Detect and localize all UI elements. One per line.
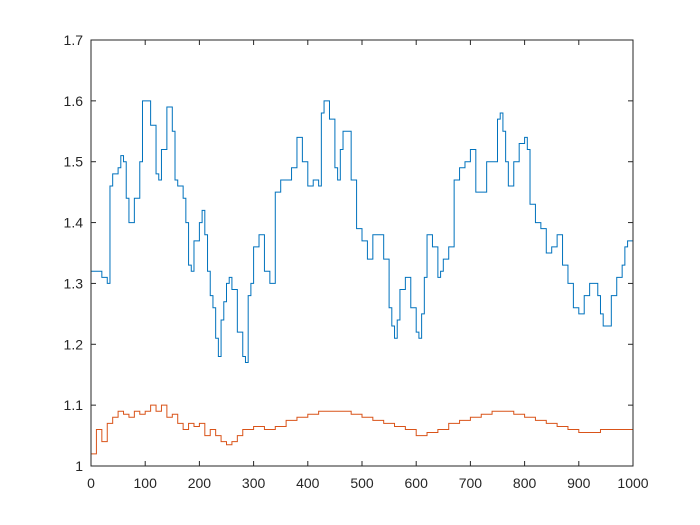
plot-area	[91, 40, 633, 466]
x-tick-label: 200	[188, 475, 212, 491]
x-tick-label: 700	[459, 475, 483, 491]
y-tick-label: 1.6	[64, 93, 84, 109]
series-line-2	[91, 404, 634, 455]
y-tick-label: 1.1	[64, 397, 84, 413]
y-tick-label: 1.7	[64, 32, 84, 48]
x-tick-label: 500	[350, 475, 374, 491]
x-tick-label: 0	[87, 475, 95, 491]
x-tick-label: 100	[134, 475, 158, 491]
x-tick-label: 300	[242, 475, 266, 491]
y-tick-label: 1.2	[64, 336, 84, 352]
y-tick-label: 1.3	[64, 275, 84, 291]
x-tick-label: 1000	[617, 475, 648, 491]
x-tick-label: 400	[296, 475, 320, 491]
y-tick-label: 1.5	[64, 154, 84, 170]
y-tick-label: 1	[75, 458, 83, 474]
axes-layer: 0 100 200 300 400 500 600 700 800 900 1000 1 1.1 1.2 1…	[64, 32, 649, 491]
x-tick-label: 800	[513, 475, 537, 491]
series-layer	[91, 100, 634, 455]
x-tick-label: 600	[405, 475, 429, 491]
y-tick-label: 1.4	[64, 215, 84, 231]
x-tick-label: 900	[567, 475, 591, 491]
series-line-1	[91, 100, 634, 364]
